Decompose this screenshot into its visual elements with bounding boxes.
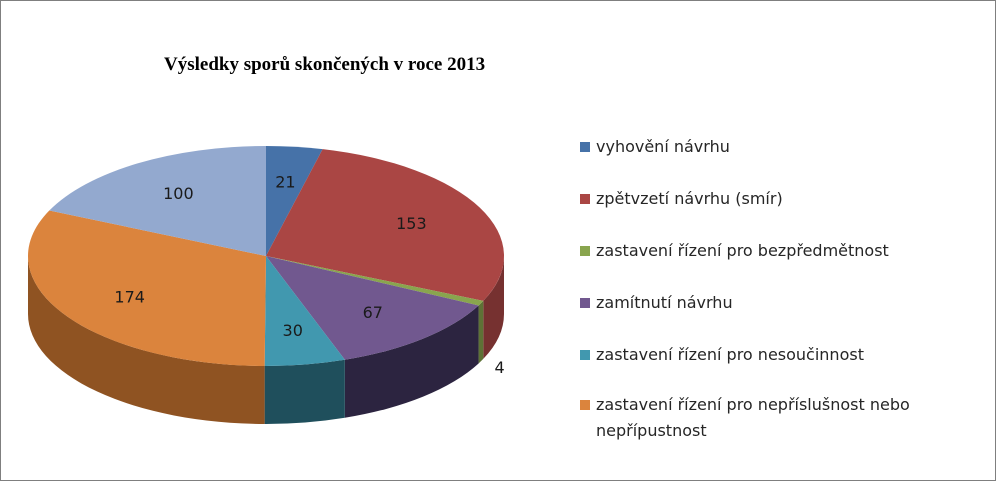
pie-slice-5	[28, 210, 266, 366]
pie-slice-3	[266, 256, 479, 360]
pie-sides	[28, 256, 504, 424]
legend-swatch	[580, 350, 590, 360]
data-label-1: 153	[396, 214, 427, 233]
pie-slice-1	[266, 149, 505, 301]
legend-swatch	[580, 142, 590, 152]
legend-label: zastavení řízení pro nesoučinnost	[596, 345, 864, 364]
pie-side-1	[483, 256, 504, 359]
pie-slice-0	[266, 146, 323, 256]
pie-side-4	[264, 359, 345, 424]
legend-swatch	[580, 400, 590, 410]
data-label-2: 4	[495, 358, 505, 377]
data-label-6: 100	[163, 184, 194, 203]
pie-slice-2	[266, 256, 484, 306]
data-label-5: 174	[114, 287, 145, 306]
pie-side-5	[28, 256, 265, 424]
legend-label: vyhovění návrhu	[596, 137, 730, 156]
legend-swatch	[580, 298, 590, 308]
legend-label: zastavení řízení pro nepříslušnost nebo …	[596, 395, 910, 440]
pie-side-3	[344, 305, 479, 418]
legend-label: zamítnutí návrhu	[596, 293, 733, 312]
legend-swatch	[580, 246, 590, 256]
legend-label: zastavení řízení pro bezpředmětnost	[596, 241, 889, 260]
data-label-0: 21	[275, 173, 295, 192]
data-label-3: 67	[363, 303, 383, 322]
legend-swatch	[580, 194, 590, 204]
pie-slice-4	[264, 256, 345, 366]
chart-title: Výsledky sporů skončených v roce 2013	[164, 54, 486, 75]
legend-label: zpětvzetí návrhu (smír)	[596, 189, 783, 208]
data-label-4: 30	[283, 321, 303, 340]
pie-slice-6	[49, 146, 266, 256]
pie-side-2	[478, 300, 484, 364]
